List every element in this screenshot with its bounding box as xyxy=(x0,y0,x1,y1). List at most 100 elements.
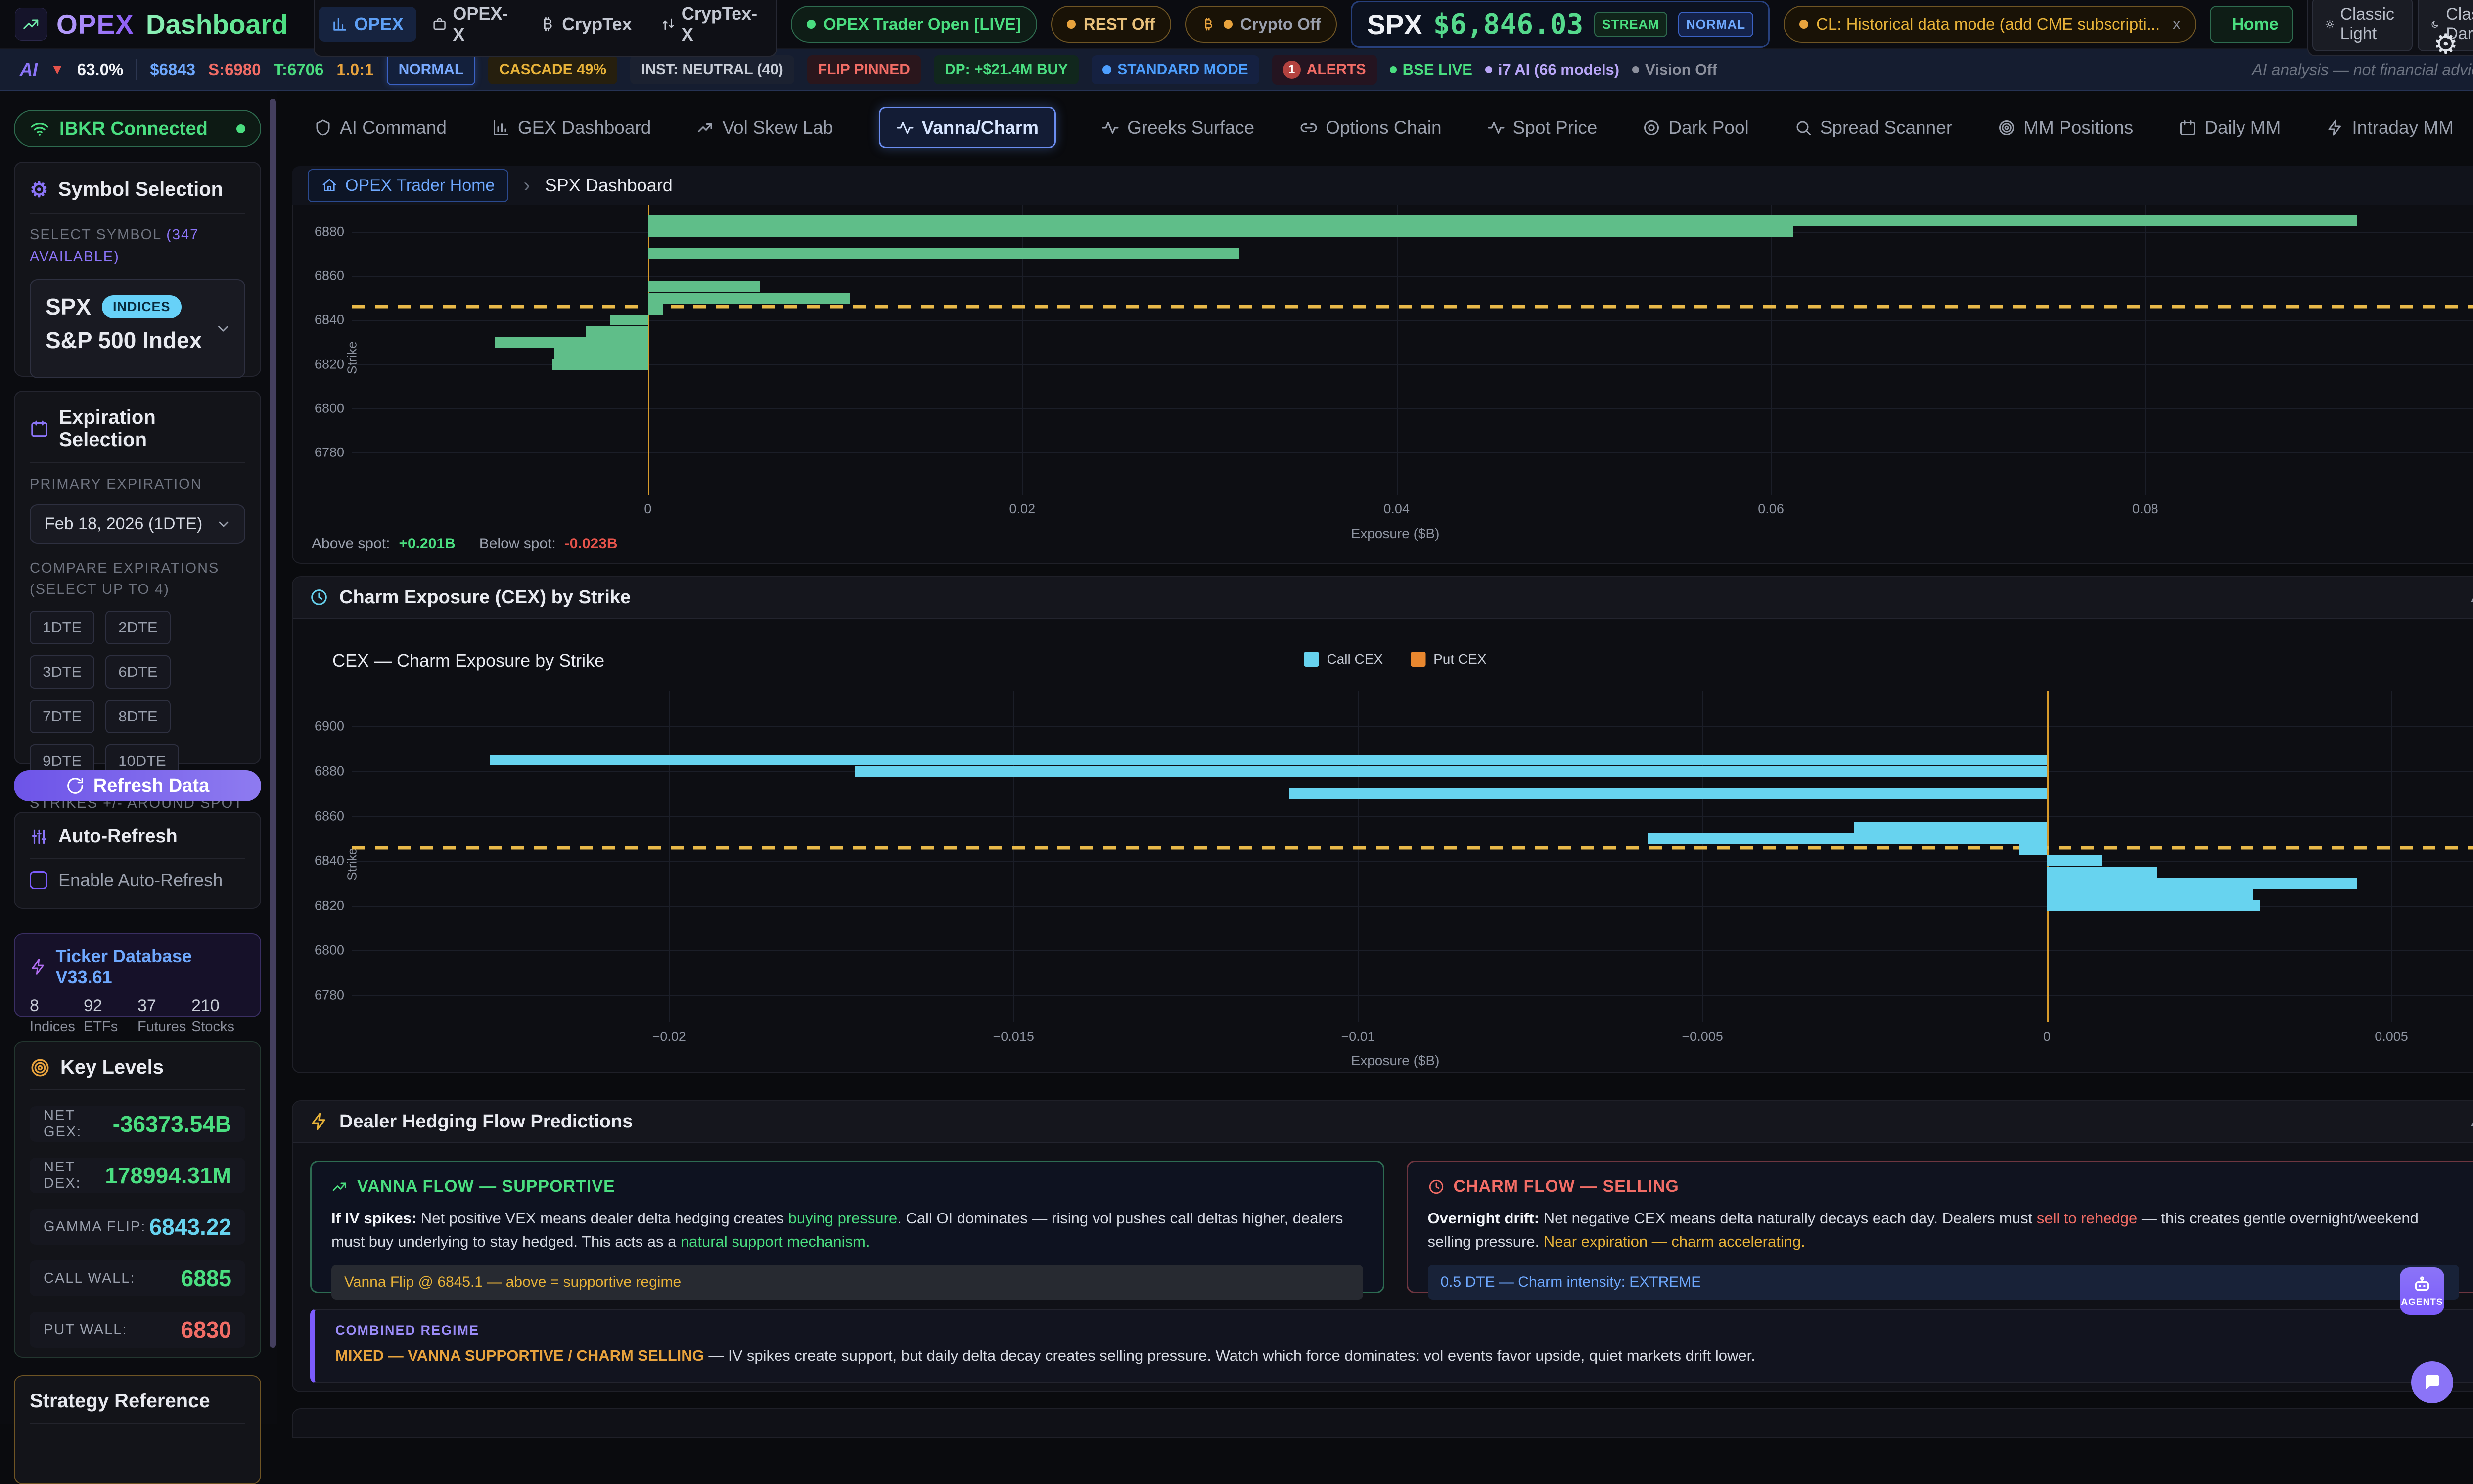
charm-section-header[interactable]: Charm Exposure (CEX) by Strike ▲ xyxy=(293,577,2473,619)
mode-badge-status[interactable]: STANDARD MODE xyxy=(1092,55,1259,84)
x-tick-label: −0.02 xyxy=(652,1029,686,1044)
tab-opex-x-label: OPEX-X xyxy=(453,3,510,45)
tab-opex-label: OPEX xyxy=(354,14,404,35)
divider xyxy=(30,213,245,214)
auto-refresh-checkbox[interactable] xyxy=(30,871,47,889)
bar-strike-6870 xyxy=(1289,788,2047,799)
dte-8[interactable]: 8DTE xyxy=(105,700,170,733)
nav-vol-skew-lab[interactable]: Vol Skew Lab xyxy=(696,117,833,138)
gridline-y xyxy=(352,995,2473,996)
rest-toggle[interactable]: REST Off xyxy=(1051,6,1171,43)
nav-daily-mm[interactable]: Daily MM xyxy=(2179,117,2281,138)
bar-strike-6835 xyxy=(586,326,648,337)
select-symbol-text: SELECT SYMBOL xyxy=(30,227,161,243)
agents-button[interactable]: AGENTS xyxy=(2400,1267,2444,1315)
down-triangle-icon: ▼ xyxy=(50,62,64,78)
lightning-icon xyxy=(30,958,47,976)
nav-mm-positions[interactable]: MM Positions xyxy=(1998,117,2133,138)
dte-3[interactable]: 3DTE xyxy=(30,655,94,689)
nav-dark-pool[interactable]: Dark Pool xyxy=(1643,117,1748,138)
symbol-select-dropdown[interactable]: SPX INDICES S&P 500 Index xyxy=(30,279,245,378)
symbol-name: S&P 500 Index xyxy=(46,327,229,354)
below-spot-label: Below spot: xyxy=(479,536,556,552)
bar-strike-6840 xyxy=(2047,855,2102,866)
vision-status[interactable]: Vision Off xyxy=(1632,61,1717,79)
expiration-select-dropdown[interactable]: Feb 18, 2026 (1DTE) xyxy=(30,504,245,544)
expiration-value: Feb 18, 2026 (1DTE) xyxy=(45,514,202,534)
bar-strike-6835 xyxy=(2047,867,2157,878)
trend-up-icon xyxy=(331,1178,348,1195)
target-icon xyxy=(30,1057,50,1078)
tab-opex[interactable]: OPEX xyxy=(319,7,416,42)
nav-ai-command[interactable]: AI Command xyxy=(314,117,447,138)
vanna-flow-body: If IV spikes: Net positive VEX means dea… xyxy=(331,1207,1363,1253)
wifi-icon xyxy=(30,119,49,138)
y-axis-label: Strike xyxy=(345,234,360,481)
bar-strike-6845 xyxy=(648,304,663,315)
crypto-toggle[interactable]: Crypto Off xyxy=(1185,6,1337,43)
dealer-section-header[interactable]: Dealer Hedging Flow Predictions ▲ xyxy=(293,1101,2473,1143)
alerts-badge[interactable]: 1 ALERTS xyxy=(1272,55,1377,85)
above-spot-label: Above spot: xyxy=(312,536,390,552)
nav-options-chain[interactable]: Options Chain xyxy=(1300,117,1441,138)
briefcase-icon xyxy=(432,16,447,33)
tab-cryptex-x-label: CrypTex-X xyxy=(682,3,759,45)
nav-spot-price[interactable]: Spot Price xyxy=(1487,117,1598,138)
gridline-y xyxy=(352,320,2473,321)
stop-value: S:6980 xyxy=(208,60,261,79)
nav-greeks-surface[interactable]: Greeks Surface xyxy=(1101,117,1254,138)
tab-opex-x[interactable]: OPEX-X xyxy=(419,0,523,52)
sidebar-scrollbar-thumb[interactable] xyxy=(270,99,276,1348)
key-levels-card: Key Levels NET GEX: -36373.54B NET DEX: … xyxy=(14,1041,261,1358)
live-dot-icon xyxy=(807,20,816,29)
tab-cryptex[interactable]: CrypTex xyxy=(526,7,644,42)
strategy-reference-title: Strategy Reference xyxy=(30,1390,245,1412)
tab-cryptex-label: CrypTex xyxy=(562,14,632,35)
bar-strike-6880 xyxy=(855,766,2047,777)
collapse-caret-icon[interactable]: ▲ xyxy=(2468,1114,2473,1129)
regime-badge[interactable]: NORMAL xyxy=(387,54,476,85)
settings-gear-icon[interactable]: ⚙ xyxy=(2433,28,2458,60)
tab-cryptex-x[interactable]: CrypTex-X xyxy=(648,0,772,52)
theme-classic-light[interactable]: Classic Light xyxy=(2312,0,2413,51)
refresh-data-button[interactable]: Refresh Data xyxy=(14,770,261,801)
cex-chart-title: CEX — Charm Exposure by Strike xyxy=(332,650,604,671)
nav-vanna-charm[interactable]: Vanna/Charm xyxy=(879,107,1056,148)
below-spot-value: -0.023B xyxy=(565,536,618,552)
darkpool-badge: DP: +$21.4M BUY xyxy=(934,55,1079,84)
chat-button[interactable] xyxy=(2411,1361,2453,1403)
lightning-icon xyxy=(2326,119,2344,136)
dte-1[interactable]: 1DTE xyxy=(30,611,94,644)
collapse-caret-icon[interactable]: ▲ xyxy=(2468,590,2473,605)
symbol-card-title: Symbol Selection xyxy=(58,179,223,201)
stream-badge: STREAM xyxy=(1594,12,1667,37)
nav-spread-scanner[interactable]: Spread Scanner xyxy=(1794,117,1952,138)
gridline-x xyxy=(2145,205,2146,495)
divider xyxy=(30,858,245,859)
dte-2[interactable]: 2DTE xyxy=(105,611,170,644)
crypto-toggle-label: Crypto Off xyxy=(1240,15,1321,34)
direction-pct: 63.0% xyxy=(77,60,124,79)
y-tick-label: 6820 xyxy=(315,898,344,913)
dte-6[interactable]: 6DTE xyxy=(105,655,170,689)
auto-refresh-checkbox-label: Enable Auto-Refresh xyxy=(58,870,223,891)
trader-status-pill: OPEX Trader Open [LIVE] xyxy=(791,6,1037,43)
nav-intraday-mm[interactable]: Intraday MM xyxy=(2326,117,2454,138)
x-tick-label: 0 xyxy=(2043,1029,2051,1044)
product-name: Dashboard xyxy=(146,8,288,40)
bitcoin-icon xyxy=(1201,17,1216,32)
nav-gex-dashboard[interactable]: GEX Dashboard xyxy=(492,117,651,138)
data-mode-banner: CL: Historical data mode (add CME subscr… xyxy=(1784,6,2196,43)
dte-7[interactable]: 7DTE xyxy=(30,700,94,733)
breadcrumb-home-button[interactable]: OPEX Trader Home xyxy=(308,169,508,202)
link-icon xyxy=(1300,119,1318,136)
home-button[interactable]: Home xyxy=(2210,6,2293,43)
cex-legend: Call CEX Put CEX xyxy=(1304,651,1487,667)
dealer-hedging-panel: Dealer Hedging Flow Predictions ▲ VANNA … xyxy=(292,1100,2473,1392)
legend-put-cex: Put CEX xyxy=(1411,651,1486,667)
banner-close-icon[interactable]: x xyxy=(2173,16,2180,33)
charm-flow-body: Overnight drift: Net negative CEX means … xyxy=(1428,1207,2460,1253)
search-icon xyxy=(1794,119,1812,136)
stat-futures: 37 Futures xyxy=(137,996,191,1035)
ticker-price-box: SPX $6,846.03 STREAM NORMAL xyxy=(1351,1,1770,48)
